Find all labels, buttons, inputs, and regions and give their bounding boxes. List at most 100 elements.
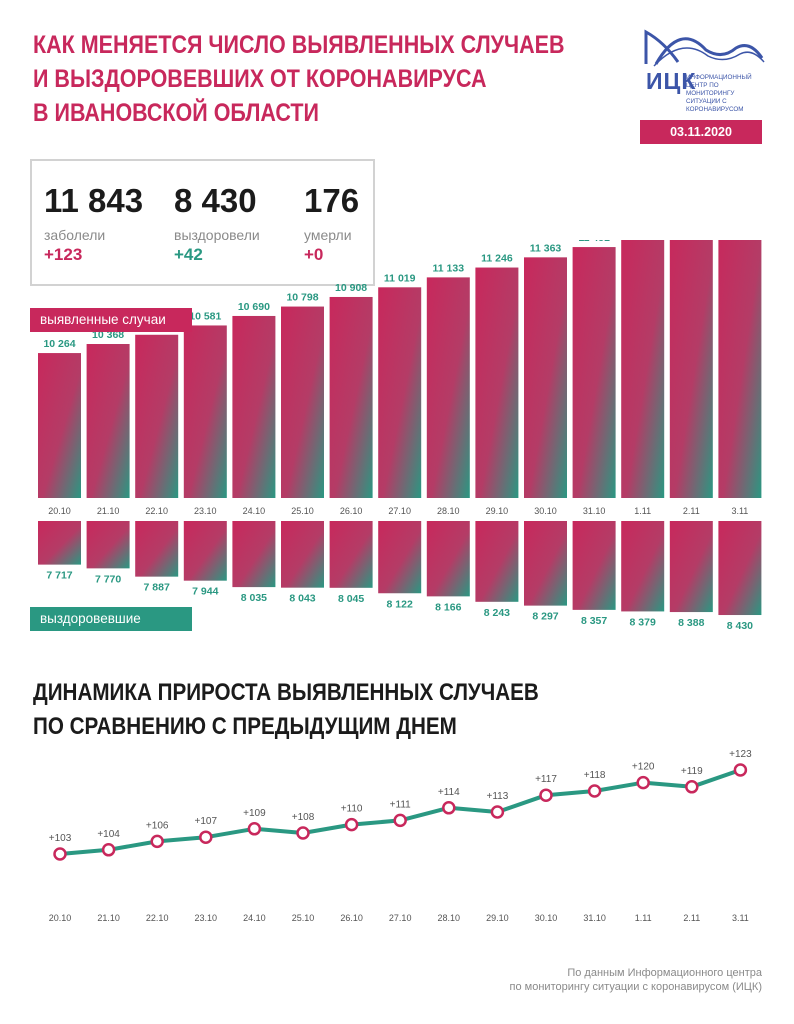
logo-abbr: ИЦК [646,68,697,94]
stat-infected-label: заболели [44,227,106,243]
recovered-value-label: 8 043 [289,593,315,605]
stat-recovered: 8 430 выздоровели +42 [174,183,260,265]
stat-recovered-value: 8 430 [174,182,257,219]
recovered-bar-1.11 [621,521,665,612]
growth-point-24.10 [247,822,262,836]
recovered-bar-23.10 [183,521,227,581]
growth-value-label: +113 [487,791,509,802]
growth-point-28.10 [442,801,456,815]
case-value-label: 10 264 [43,338,75,350]
recovered-value-label: 7 944 [192,586,218,598]
case-bar-25.10 [281,306,324,498]
recovered-value-label: 7 887 [144,582,170,594]
recovered-bar-26.10 [329,521,373,588]
page-title: Как меняется число выявленных случаев и … [33,28,565,130]
source-line-1: По данным Информационного центра [567,967,762,979]
case-value-label: 10 581 [189,310,221,322]
growth-date-label: 20.10 [49,913,72,923]
recovered-bar-30.10 [524,521,567,606]
daily-growth-line-chart: +103 20.10 +104 21.10 +106 22.10 +107 23.10 +109… [49,749,752,923]
date-tick-label: 28.10 [437,506,460,516]
logo: ИЦК Информационный центр по мониторингу … [640,28,765,148]
recovered-value-label: 8 357 [581,615,607,627]
date-tick-label: 1.11 [634,506,651,516]
recovered-bar-27.10 [378,521,422,594]
growth-chart-title: Динамика прироста выявленных случаев по … [33,676,539,744]
growth-point-27.10 [393,813,407,828]
growth-point-31.10 [587,784,602,798]
title-line-3: в Ивановской области [33,99,319,127]
case-value-label: 10 798 [286,292,318,304]
title-line-1: Как меняется число выявленных случаев [33,31,565,59]
date-tick-label: 30.10 [534,506,557,516]
growth-point-23.10 [199,830,213,844]
recovered-value-label: 8 122 [387,598,413,610]
recovered-value-label: 7 770 [95,573,121,585]
recovered-value-label: 7 717 [46,570,72,582]
stat-recovered-label: выздоровели [174,227,260,243]
case-bar-20.10 [38,353,81,498]
legend-cases: выявленные случаи [30,308,192,332]
stat-recovered-delta: +42 [174,245,203,264]
growth-date-label: 29.10 [486,913,509,923]
growth-date-label: 22.10 [146,913,169,923]
growth-value-label: +108 [292,812,315,823]
growth-title-line-2: по сравнению с предыдущим днем [33,713,457,740]
growth-value-label: +109 [243,808,266,819]
case-value-label: 10 908 [335,282,367,294]
date-tick-label: 29.10 [486,506,509,516]
recovered-value-label: 8 035 [241,592,267,604]
recovered-bar-20.10 [38,521,81,565]
recovered-bar-28.10 [426,521,470,597]
date-badge: 03.11.2020 [640,120,762,144]
case-bar-3.11 [718,240,762,498]
case-value-label: 10 368 [92,329,124,341]
growth-value-label: +123 [729,749,752,760]
growth-value-label: +103 [49,833,72,844]
growth-point-20.10 [53,847,67,861]
stat-deaths-value: 176 [304,182,360,219]
date-tick-label: 2.11 [683,506,700,516]
legend-recovered: выздоровевшие [30,607,192,631]
growth-date-label: 26.10 [340,913,363,923]
recovered-bar-3.11 [718,521,762,616]
recovered-bar-31.10 [572,521,616,610]
case-value-label: 11 019 [384,272,416,284]
stat-infected-delta: +123 [44,245,83,264]
recovered-value-label: 8 166 [435,601,461,613]
growth-value-label: +106 [146,820,169,831]
date-tick-label: 3.11 [731,506,748,516]
stat-infected: 11 843 заболели +123 [44,183,143,265]
growth-date-label: 28.10 [438,913,461,923]
growth-date-label: 31.10 [583,913,606,923]
recovered-bar-25.10 [281,521,324,588]
case-bar-29.10 [475,267,519,498]
recovered-bar-22.10 [135,521,179,577]
case-bar-21.10 [86,344,130,498]
growth-point-25.10 [296,826,310,840]
growth-date-label: 30.10 [535,913,558,923]
growth-point-3.11 [733,763,748,777]
logo-subtitle: Информационный центр по мониторингу ситу… [686,74,752,113]
growth-date-label: 21.10 [97,913,120,923]
case-bar-23.10 [183,325,227,498]
date-tick-label: 20.10 [48,506,71,516]
source-note: По данным Информационного центра по мони… [510,966,762,994]
case-value-label: 10 690 [238,301,270,313]
recovered-value-label: 8 045 [338,593,364,605]
recovered-bar-24.10 [232,521,276,588]
case-bar-1.11 [621,240,665,498]
growth-value-label: +111 [390,799,411,810]
case-value-label: 11 133 [433,262,465,274]
stat-infected-value: 11 843 [44,182,144,219]
recovered-value-label: 8 297 [532,611,558,623]
case-bar-24.10 [232,315,276,498]
growth-date-label: 25.10 [292,913,315,923]
logo-mountain-icon [644,29,765,67]
recovered-value-label: 8 388 [678,617,704,629]
stats-box: 11 843 заболели +123 8 430 выздоровели +… [30,159,375,286]
date-tick-label: 23.10 [194,506,217,516]
date-tick-label: 25.10 [291,506,314,516]
source-line-2: по мониторингу ситуации с коронавирусом … [509,981,762,993]
